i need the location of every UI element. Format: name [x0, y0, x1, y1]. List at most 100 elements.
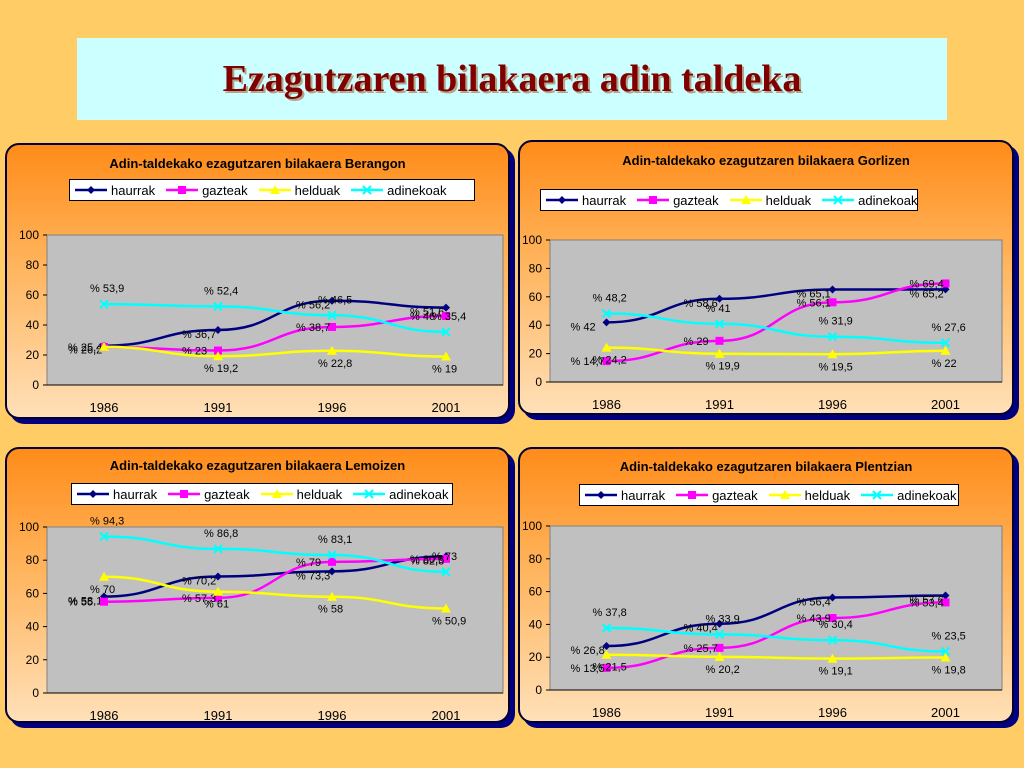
data-label-adinekoak: % 37,8 [593, 607, 627, 619]
x-tick-label: 1996 [818, 397, 847, 412]
point-helduak [327, 591, 337, 601]
x-tick-label: 2001 [931, 397, 960, 412]
legend-label: adinekoak [897, 487, 957, 503]
x-tick-label: 2001 [432, 708, 461, 723]
chart-title: Adin-taldekako ezagutzaren bilakaera Ple… [619, 459, 913, 474]
legend-label: gazteak [712, 487, 758, 503]
point-helduak [441, 603, 451, 613]
point-helduak [601, 342, 612, 352]
chart-plot: 0 20 40 60 80 100 1986 1991 1996 2001 % 26,2 % 36,7… [19, 228, 504, 415]
legend-swatch [75, 186, 107, 194]
point-gazteak [442, 554, 450, 563]
legend-swatch-marker [180, 490, 189, 498]
x-tick-label: 1996 [818, 705, 847, 720]
point-haurrak [602, 318, 611, 327]
point-adinekoak [714, 319, 725, 329]
data-label-haurrak: % 65,2 [910, 288, 944, 300]
legend-swatch [168, 490, 201, 498]
x-tick-label: 1991 [705, 705, 734, 720]
point-adinekoak [327, 310, 337, 320]
data-label-haurrak: % 40,4 [684, 623, 718, 635]
legend-swatch [166, 186, 199, 194]
point-gazteak [715, 336, 724, 345]
data-label-haurrak: % 73,3 [296, 570, 330, 582]
data-label-adinekoak: % 33,9 [706, 613, 740, 625]
chart-title: Adin-taldekako ezagutzaren bilakaera Lem… [109, 458, 406, 473]
x-tick-label: 1996 [318, 400, 347, 415]
legend-swatch-marker [872, 490, 882, 500]
data-label-helduak: % 70 [90, 584, 115, 596]
data-label-adinekoak: % 52,4 [204, 285, 238, 297]
y-tick-label: 80 [26, 258, 40, 272]
legend-swatch-marker [688, 491, 697, 499]
data-label-helduak: % 19 [432, 364, 457, 376]
data-label-gazteak: % 25,4 [68, 342, 102, 354]
point-haurrak [715, 294, 724, 303]
legend-swatch-marker [649, 196, 658, 204]
data-label-gazteak: % 13,5 [571, 663, 605, 675]
y-tick-label: 20 [529, 650, 543, 664]
slide-title-box: Ezagutzaren bilakaera adin taldeka [77, 38, 947, 120]
legend-label: gazteak [202, 182, 248, 198]
point-gazteak [214, 346, 222, 355]
point-adinekoak [601, 308, 612, 319]
legend-swatch [768, 490, 801, 499]
point-adinekoak [99, 299, 109, 309]
point-adinekoak [601, 623, 612, 633]
legend-swatch-marker [89, 490, 97, 498]
data-label-helduak: % 61 [204, 599, 229, 611]
data-label-adinekoak: % 41 [706, 303, 731, 315]
data-label-haurrak: % 56,2 [296, 300, 330, 312]
plot-area [549, 525, 1003, 691]
data-label-haurrak: % 42 [571, 321, 596, 333]
data-label-gazteak: % 29 [684, 336, 709, 348]
series-line-adinekoak [606, 626, 946, 653]
y-tick-label: 100 [522, 233, 542, 247]
x-tick-label: 1996 [318, 708, 347, 723]
legend-swatch [822, 195, 855, 205]
legend-swatch-marker [269, 185, 280, 194]
chart-plot: 0 20 40 60 80 100 1986 1991 1996 2001 % 26,8 % 40,4… [522, 519, 1003, 720]
series-line-haurrak [103, 299, 447, 347]
x-tick-label: 2001 [432, 400, 461, 415]
point-helduak [940, 652, 951, 662]
panel-face: Adin-taldekako ezagutzaren bilakaera Gor… [518, 140, 1014, 415]
legend-label: helduak [804, 487, 851, 503]
data-label-helduak: % 24,2 [593, 355, 627, 367]
legend-item-gazteak: gazteak [675, 488, 758, 503]
point-haurrak [214, 325, 222, 334]
legend-item-adinekoak: adinekoak [350, 183, 446, 198]
legend-item-gazteak: gazteak [167, 487, 250, 502]
point-gazteak [715, 643, 724, 652]
point-haurrak [828, 285, 837, 294]
series-line-helduak [103, 575, 447, 610]
point-helduak [601, 649, 612, 659]
legend-label: haurrak [111, 182, 156, 198]
chart-panel-gorliz: Adin-taldekako ezagutzaren bilakaera Gor… [518, 140, 1019, 420]
series-line-adinekoak [606, 312, 946, 345]
legend-item-gazteak: gazteak [165, 183, 248, 198]
point-helduak [213, 586, 223, 596]
data-label-helduak: % 22 [932, 358, 957, 370]
series-line-adinekoak [103, 535, 447, 574]
data-label-adinekoak: % 35,4 [432, 311, 466, 323]
legend-swatch-marker [364, 489, 374, 499]
data-label-adinekoak: % 53,9 [90, 283, 124, 295]
point-helduak [827, 349, 838, 359]
legend-swatch-marker [271, 489, 282, 498]
legend-swatch [729, 195, 762, 204]
chart-legend: haurrak gazteak helduak adinekoak [579, 484, 959, 506]
y-tick-label: 80 [26, 553, 40, 567]
legend-label: haurrak [582, 192, 627, 208]
legend-item-adinekoak: adinekoak [352, 487, 448, 502]
data-label-haurrak: % 58,6 [684, 298, 718, 310]
point-helduak [99, 341, 109, 351]
x-tick-label: 1986 [90, 708, 119, 723]
legend-item-helduak: helduak [729, 193, 811, 208]
series-line-haurrak [606, 594, 946, 648]
legend-swatch [258, 185, 291, 194]
panel-face: Adin-taldekako ezagutzaren bilakaera Ple… [518, 447, 1014, 723]
data-label-helduak: % 19,1 [819, 666, 853, 678]
x-tick-label: 1991 [204, 400, 233, 415]
data-label-gazteak: % 38,7 [296, 322, 330, 334]
